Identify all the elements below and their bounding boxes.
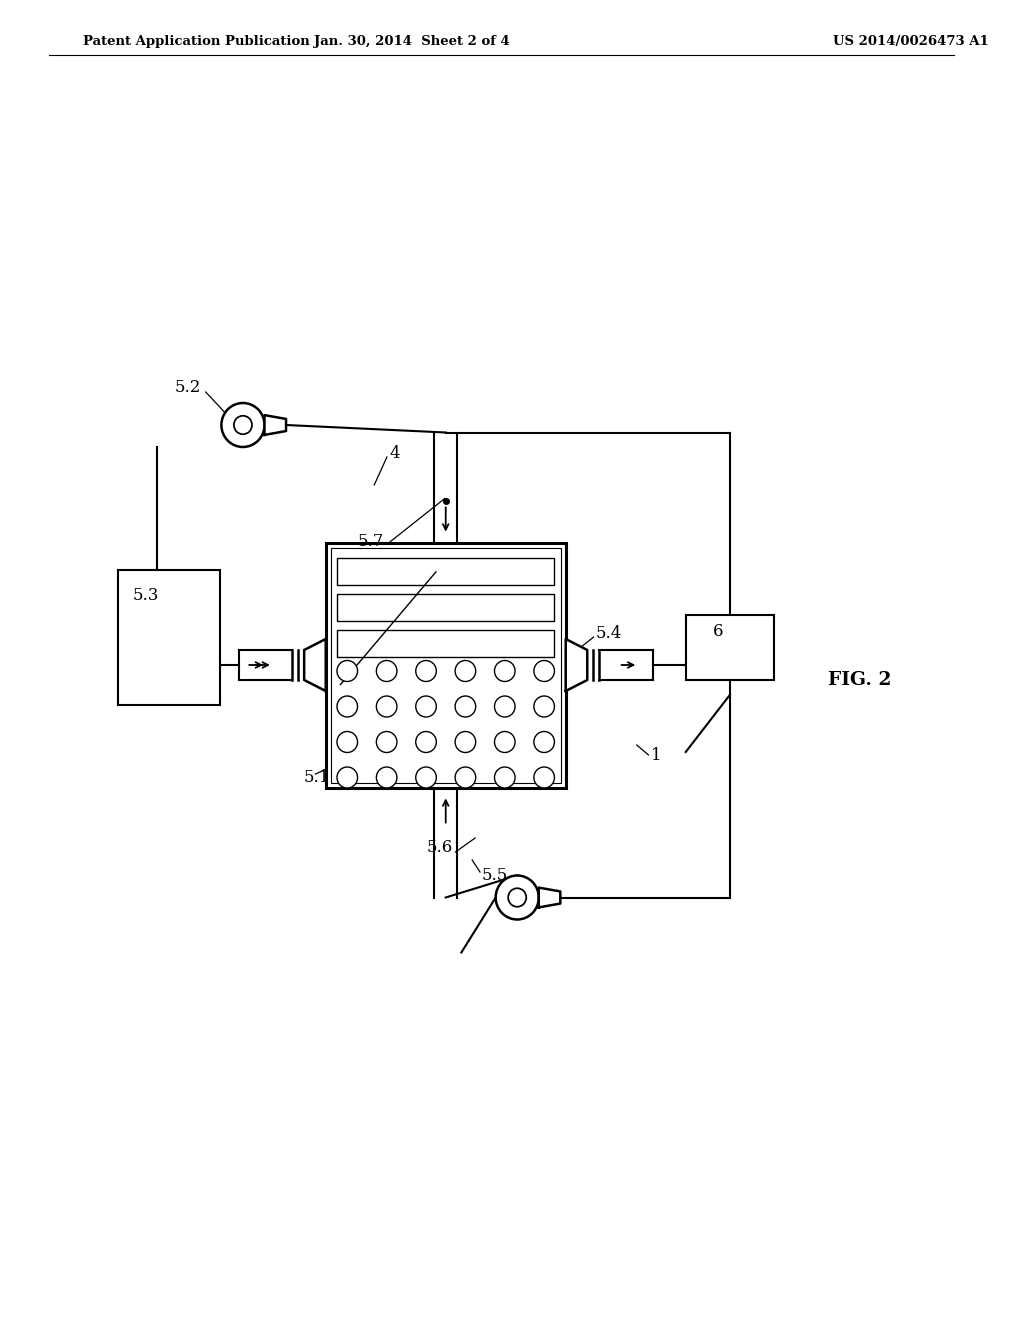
Text: 5.4: 5.4	[596, 626, 622, 643]
Circle shape	[377, 696, 397, 717]
Text: 1: 1	[651, 747, 663, 763]
Circle shape	[416, 696, 436, 717]
Text: 5.6: 5.6	[426, 840, 453, 857]
Bar	[338, 558, 554, 585]
Circle shape	[495, 696, 515, 717]
Polygon shape	[565, 639, 588, 690]
Text: 5.2: 5.2	[174, 380, 201, 396]
Bar	[338, 594, 554, 620]
Text: 5.3: 5.3	[132, 586, 159, 603]
Text: 6: 6	[713, 623, 724, 640]
Bar	[331, 548, 561, 783]
Circle shape	[455, 660, 476, 681]
Circle shape	[496, 875, 539, 920]
Text: US 2014/0026473 A1: US 2014/0026473 A1	[833, 36, 988, 48]
Circle shape	[495, 731, 515, 752]
Text: 4: 4	[390, 446, 400, 462]
Circle shape	[534, 696, 554, 717]
Circle shape	[337, 696, 357, 717]
Circle shape	[416, 660, 436, 681]
Circle shape	[416, 731, 436, 752]
Circle shape	[337, 731, 357, 752]
Circle shape	[377, 660, 397, 681]
Text: Patent Application Publication: Patent Application Publication	[83, 36, 310, 48]
Circle shape	[377, 767, 397, 788]
Bar	[326, 543, 565, 788]
Circle shape	[233, 416, 252, 434]
Text: 5.1: 5.1	[304, 770, 330, 787]
Circle shape	[455, 767, 476, 788]
Circle shape	[377, 731, 397, 752]
Circle shape	[495, 767, 515, 788]
Text: Jan. 30, 2014  Sheet 2 of 4: Jan. 30, 2014 Sheet 2 of 4	[313, 36, 509, 48]
Bar	[118, 570, 220, 705]
Circle shape	[534, 660, 554, 681]
Circle shape	[534, 767, 554, 788]
Circle shape	[221, 403, 264, 447]
Text: FIG. 2: FIG. 2	[827, 671, 891, 689]
Text: 5.5: 5.5	[482, 866, 508, 883]
Circle shape	[416, 767, 436, 788]
Circle shape	[508, 888, 526, 907]
Circle shape	[337, 767, 357, 788]
Polygon shape	[539, 887, 560, 907]
Circle shape	[455, 731, 476, 752]
Polygon shape	[304, 639, 326, 690]
Circle shape	[495, 660, 515, 681]
Circle shape	[337, 660, 357, 681]
Text: 5.7: 5.7	[357, 533, 384, 550]
Bar	[686, 615, 774, 680]
Bar	[338, 630, 554, 657]
Circle shape	[534, 731, 554, 752]
Polygon shape	[264, 414, 286, 434]
Circle shape	[455, 696, 476, 717]
